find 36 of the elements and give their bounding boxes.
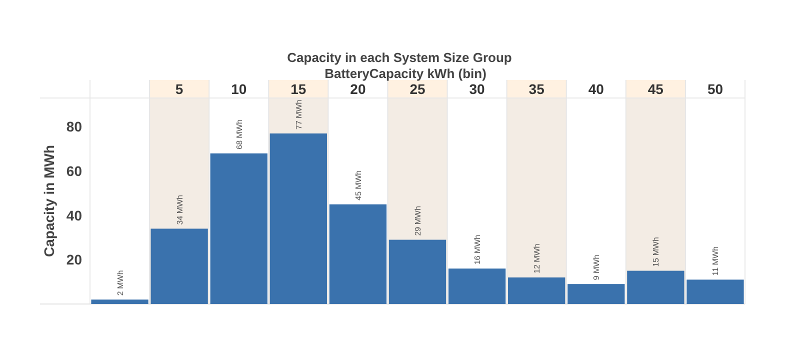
y-tick-label: 60 <box>66 162 82 179</box>
x-axis-title: BatteryCapacity kWh (bin) <box>324 66 486 81</box>
bar <box>448 268 506 304</box>
x-tick-label: 50 <box>707 81 724 97</box>
y-tick-label: 40 <box>66 207 82 224</box>
y-axis-title: Capacity in MWh <box>41 144 57 258</box>
x-tick-label: 10 <box>231 81 247 97</box>
data-label: 68 MWh <box>234 120 244 150</box>
chart-title: Capacity in each System Size Group <box>287 50 512 65</box>
y-tick-label: 20 <box>66 252 82 268</box>
data-label: 11 MWh <box>711 246 720 276</box>
x-tick-label: 20 <box>350 81 366 97</box>
data-label: 9 MWh <box>592 254 602 280</box>
data-label: 34 MWh <box>175 194 184 225</box>
bar <box>508 277 566 304</box>
x-tick-label: 15 <box>290 81 306 97</box>
y-tick-label: 80 <box>66 118 82 135</box>
bar <box>210 153 268 304</box>
data-label: 29 MWh <box>414 206 422 236</box>
bar <box>91 300 148 304</box>
data-label: 12 MWh <box>532 244 542 274</box>
bar <box>568 284 625 304</box>
x-tick-label: 30 <box>469 81 486 97</box>
bar <box>627 270 684 304</box>
bar <box>686 280 744 304</box>
x-tick-label: 45 <box>648 81 664 97</box>
x-tick-label: 5 <box>175 81 184 97</box>
data-label: 45 MWh <box>354 170 363 200</box>
x-tick-label: 35 <box>528 81 545 97</box>
bar <box>388 240 446 304</box>
data-label: 2 MWh <box>116 270 125 296</box>
x-tick-label: 40 <box>588 81 604 97</box>
x-tick-label: 25 <box>410 81 426 97</box>
data-label: 15 MWh <box>652 236 661 267</box>
data-label: 16 MWh <box>473 234 482 265</box>
data-label: 77 MWh <box>294 100 304 130</box>
